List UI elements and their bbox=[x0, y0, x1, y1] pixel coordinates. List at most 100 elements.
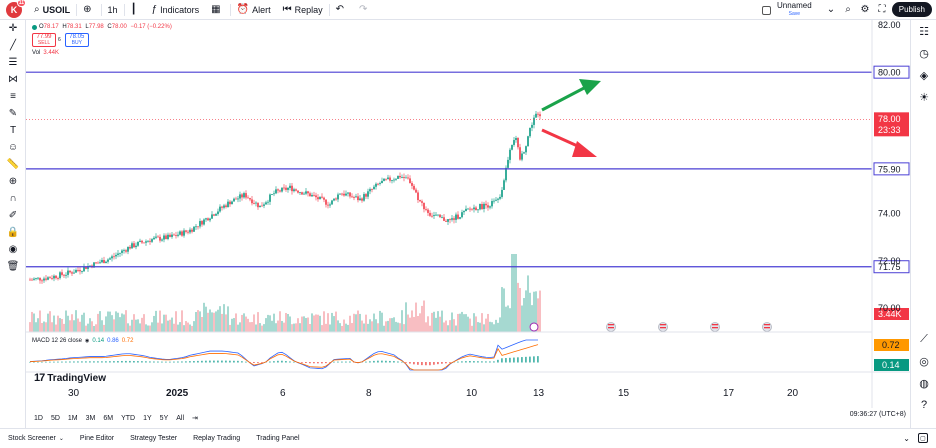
timeframe-6m[interactable]: 6M bbox=[103, 414, 114, 422]
candle-body bbox=[119, 252, 121, 254]
layers-icon[interactable]: ◈ bbox=[919, 69, 929, 82]
volume-bar bbox=[117, 312, 119, 332]
ohlc-value: 78.31 bbox=[66, 24, 82, 30]
timeframe-all[interactable]: All bbox=[176, 414, 185, 422]
candle-body bbox=[275, 189, 277, 194]
globe-icon[interactable]: ◍ bbox=[919, 377, 929, 390]
magnet-icon[interactable]: ∩ bbox=[9, 193, 17, 204]
candle-body bbox=[107, 259, 109, 262]
indicators-button[interactable]: ƒ Indicators bbox=[146, 0, 206, 20]
alerts-clock-icon[interactable]: ◷ bbox=[919, 47, 929, 60]
watchlist-icon[interactable]: ☷ bbox=[919, 25, 929, 38]
timeframe-5d[interactable]: 5D bbox=[50, 414, 60, 422]
tab-strategy-tester[interactable]: Strategy Tester bbox=[130, 435, 177, 442]
ideas-icon[interactable]: ☀ bbox=[919, 91, 929, 104]
zoom-in-icon[interactable]: ⊕ bbox=[8, 176, 18, 187]
layout-name-button[interactable]: Unnamed Save bbox=[762, 1, 822, 19]
volume-bar bbox=[391, 318, 393, 332]
tab-stock-screener[interactable]: Stock Screener ⌄ bbox=[8, 435, 64, 442]
volume-bar bbox=[385, 321, 387, 332]
tradingview-logo[interactable]: 17 TradingView bbox=[34, 372, 106, 384]
timeframe-1y[interactable]: 1Y bbox=[143, 414, 152, 422]
templates-button[interactable]: ▦ bbox=[205, 0, 229, 20]
hide-drawings-icon[interactable]: 🔒 bbox=[6, 227, 20, 238]
bullish-arrow-head[interactable] bbox=[579, 79, 601, 95]
timeframe-ytd[interactable]: YTD bbox=[121, 414, 136, 422]
fib-retracement-icon[interactable]: ≡ bbox=[10, 91, 16, 102]
maximize-panel-icon[interactable]: ▢ bbox=[918, 433, 928, 443]
candle-body bbox=[153, 237, 155, 240]
settings-gear-icon[interactable]: ⚙ bbox=[860, 4, 870, 15]
brush-icon[interactable]: ✎ bbox=[8, 108, 18, 119]
bearish-arrow-head[interactable] bbox=[572, 141, 597, 157]
timeframe-1m[interactable]: 1M bbox=[67, 414, 78, 422]
macd-histogram-bar bbox=[41, 361, 43, 363]
collapse-panel-chevron-icon[interactable]: ⌄ bbox=[903, 434, 910, 443]
volume-bar bbox=[175, 311, 177, 332]
timeframe-1d[interactable]: 1D bbox=[34, 414, 43, 422]
tab-replay-trading[interactable]: Replay Trading bbox=[193, 435, 240, 442]
ruler-icon[interactable]: 📏 bbox=[6, 159, 20, 170]
redo-button[interactable]: ↷ bbox=[353, 0, 376, 20]
eye-icon[interactable]: ◉ bbox=[8, 244, 18, 255]
bearish-arrow-shaft[interactable] bbox=[541, 128, 583, 150]
date-range-icon[interactable]: ⇥ bbox=[192, 415, 198, 422]
candle-body bbox=[235, 198, 237, 200]
volume-bar bbox=[261, 325, 263, 332]
trend-line-icon[interactable]: ╱ bbox=[9, 40, 17, 51]
timezone-clock[interactable]: 09:36:27 (UTC+8) bbox=[849, 411, 906, 418]
chart-type-button[interactable]: ┃ bbox=[125, 0, 146, 20]
lock-drawings-icon[interactable]: ✐ bbox=[8, 210, 18, 221]
emoji-icon[interactable]: ☺ bbox=[7, 142, 19, 153]
macd-histogram-bar bbox=[285, 361, 287, 363]
undo-button[interactable]: ↶ bbox=[330, 0, 353, 20]
volume-bar bbox=[201, 316, 203, 332]
pitchfork-icon[interactable]: ⋈ bbox=[8, 74, 18, 85]
sell-button[interactable]: 77.99 SELL bbox=[32, 33, 56, 47]
interval-button[interactable]: 1h bbox=[102, 0, 124, 20]
volume-bar bbox=[253, 314, 255, 332]
timeframe-3m[interactable]: 3M bbox=[85, 414, 96, 422]
candle-body bbox=[213, 214, 215, 216]
macd-histogram-bar bbox=[133, 361, 135, 363]
eye-icon[interactable]: ◉ bbox=[85, 338, 90, 344]
volume-bar bbox=[499, 317, 501, 332]
target-icon[interactable]: ◎ bbox=[919, 355, 929, 368]
bullish-arrow-shaft[interactable] bbox=[541, 85, 587, 112]
volume-bar bbox=[451, 312, 453, 332]
timeframe-5y[interactable]: 5Y bbox=[159, 414, 169, 422]
volume-bar bbox=[267, 314, 269, 332]
macd-histogram-bar bbox=[381, 360, 383, 363]
tab-label: Replay Trading bbox=[193, 435, 241, 442]
divider bbox=[328, 3, 330, 16]
candle-body bbox=[453, 218, 455, 220]
user-avatar[interactable]: K 11 bbox=[6, 0, 26, 18]
crosshair-icon[interactable]: ✛ bbox=[8, 23, 18, 34]
signal-icon[interactable]: ⟋ bbox=[920, 332, 928, 345]
macd-histogram-bar bbox=[433, 362, 435, 365]
volume-bar bbox=[227, 306, 229, 332]
help-icon[interactable]: ? bbox=[920, 399, 928, 411]
volume-bar bbox=[199, 311, 201, 332]
publish-button[interactable]: Publish bbox=[891, 2, 932, 17]
compare-button[interactable]: ⊕ bbox=[77, 0, 100, 20]
layout-menu-chevron-icon[interactable]: ⌄ bbox=[826, 4, 836, 15]
macd-histogram-bar bbox=[221, 360, 223, 363]
horizontal-lines-icon[interactable]: ☰ bbox=[8, 57, 18, 68]
candle-body bbox=[177, 234, 179, 236]
search-icon: ⌕ bbox=[34, 4, 40, 15]
volume-bar bbox=[283, 322, 285, 332]
tab-pine-editor[interactable]: Pine Editor bbox=[80, 435, 114, 442]
quick-search-icon[interactable]: ⌕ bbox=[845, 4, 851, 15]
replay-button[interactable]: ⏮ Replay bbox=[277, 0, 329, 20]
symbol-search[interactable]: ⌕ USOIL bbox=[28, 0, 76, 20]
trash-icon[interactable]: 🗑 bbox=[6, 261, 20, 272]
text-tool-icon[interactable]: T bbox=[9, 125, 17, 136]
buy-button[interactable]: 78.05 BUY bbox=[64, 33, 89, 47]
fullscreen-icon[interactable]: ⛶ bbox=[878, 4, 886, 15]
tab-trading-panel[interactable]: Trading Panel bbox=[256, 435, 299, 442]
candle-body bbox=[239, 194, 241, 199]
lightning-event-icon[interactable] bbox=[529, 322, 539, 332]
alert-button[interactable]: ⏰ Alert bbox=[231, 0, 277, 20]
